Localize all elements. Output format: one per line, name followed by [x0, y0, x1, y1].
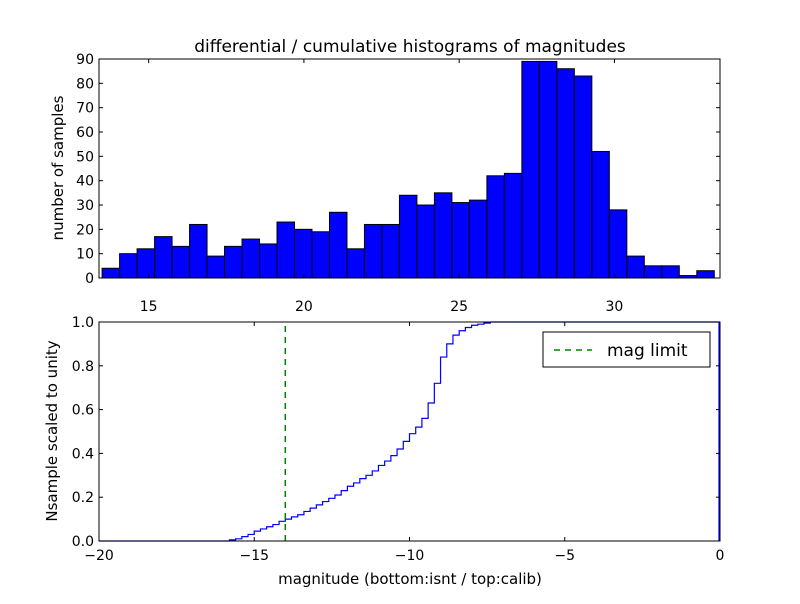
histogram-bar	[608, 209, 628, 279]
top-y-tick-label: 0	[85, 271, 94, 287]
histogram-bar	[136, 248, 156, 279]
histogram-bar	[346, 248, 365, 279]
top-x-tick-label: 30	[606, 299, 624, 315]
top-y-tick-label: 40	[76, 174, 94, 190]
top-y-tick-label: 60	[76, 125, 94, 141]
top-y-tick-label: 50	[76, 149, 94, 165]
histogram-bar	[101, 267, 121, 279]
bottom-plot-frame	[98, 321, 721, 542]
histogram-bar	[189, 223, 208, 279]
top-x-tick-label: 20	[295, 299, 313, 315]
bottom-x-axis-label: magnitude (bottom:isnt / top:calib)	[278, 570, 542, 588]
bottom-y-tick-label: 0.8	[72, 359, 94, 375]
histogram-bar	[486, 175, 505, 279]
bottom-x-tick-label: −15	[239, 548, 269, 564]
legend-label-mag-limit: mag limit	[607, 341, 688, 361]
top-x-tick-label: 15	[140, 299, 158, 315]
bottom-cumulative-panel: 0.0 0.2 0.4 0.6 0.8 1.0 −20 −15 −10 −5 0 magnitude…	[43, 315, 724, 588]
histogram-bar	[381, 223, 400, 279]
histogram-bar	[276, 221, 296, 279]
cumulative-step-line	[99, 321, 720, 542]
histogram-bar	[538, 60, 558, 279]
top-y-tick-label: 10	[76, 247, 94, 263]
top-y-tick-label: 20	[76, 222, 94, 238]
histogram-bar	[451, 202, 470, 279]
bottom-x-tick-label: −10	[395, 548, 425, 564]
histogram-bar	[154, 236, 173, 279]
histogram-bar	[696, 270, 715, 279]
chart-title: differential / cumulative histograms of …	[194, 37, 626, 57]
histogram-bar	[416, 204, 435, 279]
histogram-bar	[503, 172, 523, 279]
bottom-y-tick-label: 0.6	[72, 403, 94, 419]
histogram-bar	[398, 194, 418, 279]
top-y-tick-label: 70	[76, 101, 94, 117]
bottom-y-tick-label: 0.0	[72, 534, 94, 550]
histogram-bar	[171, 245, 191, 279]
histogram-bar	[311, 231, 330, 279]
bottom-x-tick-label: −20	[84, 548, 114, 564]
bottom-x-tick-label: 0	[716, 548, 725, 564]
histogram-bar	[119, 253, 138, 279]
bottom-y-tick-label: 1.0	[72, 315, 94, 331]
top-ticks: 0 10 20 30 40 50 60 70 80 90 15 20 25 30	[76, 52, 720, 315]
top-x-tick-label: 25	[450, 299, 468, 315]
top-y-tick-label: 90	[76, 52, 94, 68]
histogram-bar	[224, 245, 243, 279]
histogram-bar	[294, 228, 313, 279]
top-plot-frame	[98, 58, 721, 279]
histogram-bar	[433, 192, 453, 279]
histogram-bar	[591, 150, 610, 279]
legend: mag limit	[542, 331, 711, 368]
histogram-bar	[573, 75, 593, 279]
histogram-bar	[241, 238, 261, 279]
top-y-axis-label: number of samples	[49, 95, 67, 240]
top-y-tick-label: 80	[76, 76, 94, 92]
histogram-bar	[259, 243, 278, 279]
bottom-y-axis-label: Nsample scaled to unity	[43, 340, 61, 521]
bottom-y-tick-label: 0.2	[72, 490, 94, 506]
bottom-y-tick-label: 0.4	[72, 446, 94, 462]
histogram-bar	[328, 211, 348, 279]
histogram-bar	[556, 68, 575, 279]
bottom-x-tick-label: −5	[554, 548, 575, 564]
histogram-bar	[468, 199, 488, 279]
top-bars	[101, 60, 715, 279]
bottom-lines	[99, 321, 720, 542]
histogram-bar	[643, 265, 663, 279]
histogram-bar	[206, 255, 226, 279]
histogram-bar	[661, 265, 680, 279]
histogram-bar	[363, 223, 383, 279]
histogram-bar	[626, 255, 645, 279]
top-y-tick-label: 30	[76, 198, 94, 214]
top-histogram-panel: differential / cumulative histograms of …	[49, 37, 721, 315]
histogram-bar	[521, 60, 540, 279]
